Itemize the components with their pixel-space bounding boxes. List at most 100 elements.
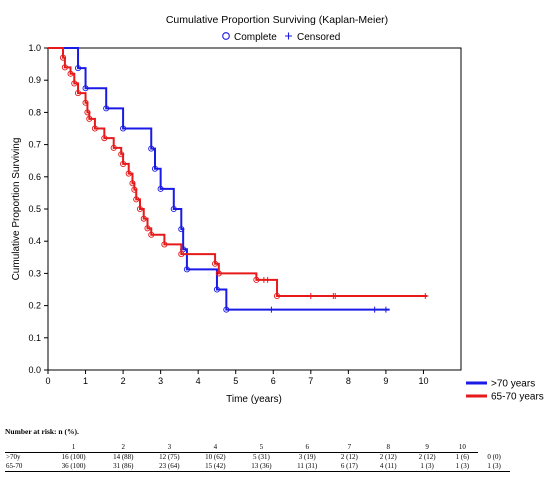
- complete-event-marker: [101, 135, 108, 142]
- risk-cell: 3 (19): [298, 453, 316, 461]
- risk-header-cell: 3: [146, 443, 193, 453]
- complete-event-marker: [140, 215, 147, 222]
- x-tick-label: 5: [233, 376, 238, 386]
- y-axis: 0.0 0.1 0.2 0.3 0.4 0.5 0.6 0.7 0.8 0.9 1.0: [28, 43, 48, 375]
- complete-event-marker: [148, 231, 155, 238]
- kaplan-meier-chart: Cumulative Proportion Surviving (Kaplan-…: [11, 14, 544, 405]
- chart-title: Cumulative Proportion Surviving (Kaplan-…: [166, 14, 388, 26]
- x-tick-label: 2: [121, 376, 126, 386]
- risk-row-65-70: 65-70 36 (100) 31 (86) 23 (64) 15 (42) 1…: [5, 462, 510, 472]
- complete-event-marker: [253, 276, 260, 283]
- complete-event-marker: [183, 266, 190, 273]
- risk-row-label: 65-70: [5, 462, 47, 472]
- risk-cell: 6 (17): [329, 462, 369, 472]
- y-tick-label: 0.0: [28, 365, 41, 375]
- marker-legend: Complete Censored: [222, 32, 340, 43]
- complete-event-marker: [74, 90, 82, 97]
- x-tick-label: 8: [346, 376, 351, 386]
- complete-event-marker: [82, 99, 89, 106]
- risk-cell: 12 (75): [159, 453, 180, 461]
- complete-legend-marker: [222, 32, 230, 40]
- complete-event-marker: [133, 196, 140, 203]
- risk-row-label: >70y: [6, 453, 21, 461]
- number-at-risk-table: 1 2 3 4 5 6 7 8 9 10 >70y 16 (100) 14 (8…: [5, 443, 510, 472]
- risk-cell: 36 (100): [47, 462, 101, 472]
- risk-header-cell: 9: [407, 443, 447, 453]
- complete-event-marker: [223, 306, 230, 313]
- risk-cell: 0 (0): [487, 452, 501, 461]
- risk-cell: 1 (3): [478, 462, 510, 472]
- risk-header-cell: 8: [368, 443, 408, 453]
- risk-table-caption: Number at risk: n (%).: [5, 427, 79, 436]
- x-tick-label: 0: [45, 376, 50, 386]
- x-tick-label: 4: [196, 376, 201, 386]
- risk-cell: 14 (88): [113, 453, 134, 461]
- complete-event-marker: [61, 64, 68, 71]
- censored-marker: [264, 276, 271, 283]
- risk-header-cell: 7: [329, 443, 369, 453]
- risk-cell: 15 (42): [192, 462, 239, 472]
- x-tick-label: 3: [158, 376, 163, 386]
- complete-legend-label: Complete: [234, 32, 277, 43]
- risk-cell: 2 (12): [418, 453, 436, 461]
- censored-marker: [382, 306, 389, 313]
- risk-header-cell: 1: [47, 443, 101, 453]
- risk-cell: 10 (62): [205, 453, 226, 461]
- survival-step-line: [48, 47, 390, 311]
- survival-step-line: [48, 47, 428, 297]
- risk-cell: 1 (6): [455, 453, 470, 461]
- risk-cell: 16 (100): [61, 453, 86, 461]
- complete-event-marker: [71, 80, 78, 87]
- complete-event-marker: [161, 241, 168, 248]
- y-tick-label: 0.7: [28, 140, 41, 150]
- x-tick-label: 10: [418, 376, 428, 386]
- complete-event-marker: [213, 286, 221, 293]
- risk-row-over70: >70y 16 (100) 14 (88) 12 (75) 10 (62) 5 …: [5, 453, 510, 463]
- x-tick-label: 6: [271, 376, 276, 386]
- complete-event-marker: [151, 165, 159, 172]
- risk-header-cell: 6: [284, 443, 330, 453]
- plot-frame: [47, 47, 462, 371]
- series-legend: >70 years 65-70 years: [466, 379, 544, 403]
- complete-event-marker: [118, 151, 125, 158]
- risk-cell: 13 (36): [238, 462, 285, 472]
- series-legend-label: 65-70 years: [491, 392, 544, 403]
- complete-event-marker: [273, 292, 281, 299]
- risk-header-cell: 10: [446, 443, 479, 453]
- censored-marker: [268, 306, 275, 313]
- risk-cell: 4 (11): [368, 462, 408, 472]
- complete-event-marker: [86, 115, 93, 122]
- complete-event-marker: [67, 70, 74, 77]
- x-axis: 0 1 2 3 4 5 6 7 8 9 10: [45, 370, 428, 386]
- censored-legend-marker: [285, 32, 292, 40]
- y-tick-label: 0.4: [28, 236, 41, 246]
- risk-cell: 23 (64): [146, 462, 193, 472]
- y-tick-label: 0.9: [28, 75, 41, 85]
- x-axis-label: Time (years): [226, 394, 282, 405]
- censored-marker: [371, 306, 378, 313]
- series-legend-label: >70 years: [491, 379, 535, 390]
- risk-cell: 1 (3): [446, 462, 479, 472]
- y-tick-label: 0.2: [28, 301, 41, 311]
- y-tick-label: 0.1: [28, 333, 41, 343]
- series-65-70: [48, 47, 429, 299]
- y-tick-label: 0.8: [28, 107, 41, 117]
- complete-event-marker: [144, 225, 151, 232]
- complete-event-marker: [129, 180, 136, 187]
- complete-event-marker: [120, 125, 127, 132]
- risk-cell: 2 (12): [340, 453, 358, 461]
- risk-header-cell: 5: [238, 443, 285, 453]
- risk-cell: 1 (3): [407, 462, 447, 472]
- y-axis-label: Cumulative Proportion Surviving: [11, 138, 22, 281]
- x-tick-label: 9: [383, 376, 388, 386]
- risk-header-cell: 2: [100, 443, 147, 453]
- censored-legend-label: Censored: [297, 32, 340, 43]
- y-tick-label: 0.6: [28, 172, 41, 182]
- complete-event-marker: [125, 170, 132, 177]
- risk-cell: 31 (86): [100, 462, 147, 472]
- complete-event-marker: [120, 160, 127, 167]
- complete-event-marker: [82, 85, 89, 92]
- complete-event-marker: [91, 125, 98, 132]
- complete-event-marker: [131, 186, 138, 193]
- complete-event-marker: [148, 145, 155, 152]
